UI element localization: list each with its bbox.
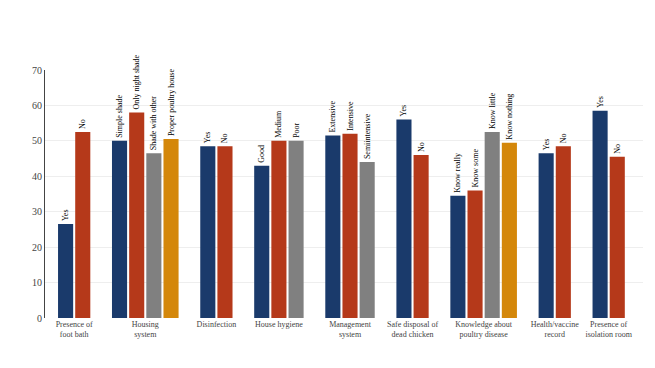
svg-text:Knowledge aboutpoultry disease: Knowledge aboutpoultry disease bbox=[455, 320, 512, 339]
svg-text:Know really: Know really bbox=[453, 153, 462, 193]
svg-text:Proper poultry house: Proper poultry house bbox=[167, 69, 176, 137]
svg-text:Know nothing: Know nothing bbox=[505, 94, 514, 140]
svg-text:Managementsystem: Managementsystem bbox=[329, 320, 372, 339]
svg-text:Health/vaccinerecord: Health/vaccinerecord bbox=[531, 320, 579, 339]
svg-text:No: No bbox=[559, 133, 568, 143]
svg-text:Yes: Yes bbox=[542, 139, 551, 151]
svg-text:Semiintensive: Semiintensive bbox=[363, 113, 372, 159]
svg-text:No: No bbox=[613, 144, 622, 154]
svg-text:Presence offoot bath: Presence offoot bath bbox=[56, 320, 93, 339]
svg-text:Yes: Yes bbox=[61, 209, 70, 221]
svg-text:Housingsystem: Housingsystem bbox=[132, 320, 159, 339]
svg-text:Yes: Yes bbox=[203, 132, 212, 144]
svg-text:Presence ofisolation room: Presence ofisolation room bbox=[585, 320, 632, 339]
svg-text:Know some: Know some bbox=[471, 149, 480, 188]
svg-text:0: 0 bbox=[37, 313, 42, 324]
svg-text:20: 20 bbox=[32, 242, 42, 253]
svg-text:10: 10 bbox=[32, 277, 42, 288]
svg-text:Only night shade: Only night shade bbox=[132, 54, 141, 109]
svg-text:Intensive: Intensive bbox=[346, 101, 355, 131]
svg-text:60: 60 bbox=[32, 100, 42, 111]
svg-text:Yes: Yes bbox=[596, 96, 605, 108]
svg-text:50: 50 bbox=[32, 135, 42, 146]
svg-text:Safe disposal ofdead chicken: Safe disposal ofdead chicken bbox=[387, 320, 438, 339]
svg-text:Poor: Poor bbox=[292, 122, 301, 137]
svg-text:30: 30 bbox=[32, 206, 42, 217]
svg-text:Yes: Yes bbox=[399, 105, 408, 117]
svg-text:Extensive: Extensive bbox=[328, 101, 337, 133]
svg-text:Medium: Medium bbox=[274, 110, 283, 138]
svg-text:40: 40 bbox=[32, 171, 42, 182]
svg-text:Good: Good bbox=[257, 145, 266, 163]
svg-text:Shade with other: Shade with other bbox=[149, 96, 158, 151]
svg-text:Disinfection: Disinfection bbox=[197, 320, 237, 329]
svg-text:Know little: Know little bbox=[488, 92, 497, 129]
svg-text:Simple shade: Simple shade bbox=[115, 95, 124, 138]
svg-text:70: 70 bbox=[32, 65, 42, 76]
svg-text:No: No bbox=[417, 142, 426, 152]
svg-text:House hygiene: House hygiene bbox=[255, 320, 303, 329]
svg-text:No: No bbox=[78, 119, 87, 129]
svg-text:No: No bbox=[220, 133, 229, 143]
